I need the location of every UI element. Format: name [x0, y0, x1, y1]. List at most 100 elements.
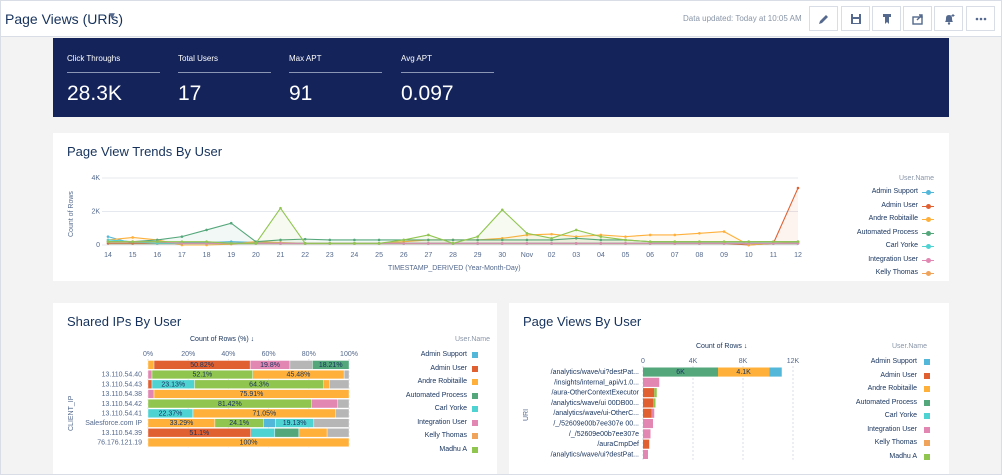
trend-point[interactable]	[131, 236, 134, 239]
kpi-value-avg-apt[interactable]: 0.097	[401, 82, 454, 105]
trend-point[interactable]	[451, 242, 455, 245]
trend-point[interactable]	[722, 240, 726, 243]
trend-point[interactable]	[106, 240, 110, 243]
notification-button[interactable]	[934, 6, 963, 31]
shared-ips-chart[interactable]: CLIENT_IP 0% 20% 40% 60% 80% 100% 13.110.54.40…	[53, 303, 363, 475]
trend-point[interactable]	[427, 242, 430, 245]
page-views-bar-segment[interactable]	[654, 388, 657, 398]
shared-ips-bar-segment[interactable]	[323, 379, 330, 389]
trend-point[interactable]	[427, 233, 430, 237]
trend-point[interactable]	[673, 240, 677, 243]
trend-point[interactable]	[328, 242, 332, 245]
trend-point[interactable]	[624, 235, 627, 238]
shared-ips-legend-item[interactable]: Admin Support	[420, 351, 467, 358]
trend-point[interactable]	[574, 228, 578, 232]
page-views-bar-segment[interactable]	[643, 449, 648, 459]
page-views-bar-segment[interactable]	[643, 398, 653, 408]
trend-point[interactable]	[500, 242, 504, 245]
shared-ips-bar-segment[interactable]	[329, 379, 350, 389]
trend-legend-item[interactable]: Admin User	[881, 201, 918, 209]
shared-ips-bar-segment[interactable]	[326, 428, 350, 438]
trend-point[interactable]	[205, 240, 208, 243]
trend-point[interactable]	[599, 238, 603, 242]
page-views-legend-item[interactable]: Automated Process	[855, 398, 917, 406]
kpi-value-total-users[interactable]: 17	[178, 82, 202, 105]
page-views-bar-segment[interactable]	[769, 367, 782, 377]
shared-ips-bar-segment[interactable]	[250, 428, 276, 438]
shared-ips-legend-item[interactable]: Admin User	[430, 364, 467, 372]
trend-point[interactable]	[353, 238, 356, 242]
trend-point[interactable]	[476, 238, 479, 242]
shared-ips-legend-item[interactable]: Madhu A	[439, 445, 467, 453]
trend-point[interactable]	[599, 235, 603, 238]
trend-point[interactable]	[747, 240, 751, 243]
trend-point[interactable]	[254, 242, 258, 245]
page-views-bar-segment[interactable]	[643, 419, 653, 429]
shared-ips-bar-segment[interactable]	[147, 437, 350, 448]
trend-point[interactable]	[377, 242, 381, 245]
more-actions-button[interactable]	[966, 6, 995, 31]
trend-point[interactable]	[180, 235, 184, 238]
page-views-legend-item[interactable]: Andre Robitaille	[867, 385, 917, 392]
save-button[interactable]	[841, 6, 870, 31]
shared-ips-legend-item[interactable]: Integration User	[417, 418, 467, 426]
page-views-legend-item[interactable]: Admin User	[880, 371, 917, 379]
page-views-chart[interactable]: URI 0 4K 8K 12K/analytics/wave/ui?destPat..…	[509, 303, 809, 475]
trend-point[interactable]	[648, 233, 652, 237]
trend-point[interactable]	[155, 240, 159, 243]
trend-legend-item[interactable]: Andre Robitaille	[868, 215, 918, 222]
trend-point[interactable]	[476, 242, 479, 245]
trend-point[interactable]	[500, 238, 504, 242]
bookmark-button[interactable]	[872, 6, 901, 31]
page-views-bar-segment[interactable]	[653, 398, 656, 408]
trend-point[interactable]	[131, 240, 134, 243]
kpi-value-max-apt[interactable]: 91	[289, 82, 313, 105]
page-views-legend-item[interactable]: Admin Support	[870, 358, 917, 365]
trend-point[interactable]	[303, 237, 307, 241]
trend-point[interactable]	[229, 242, 233, 245]
trend-point[interactable]	[303, 242, 307, 245]
trend-point[interactable]	[451, 238, 455, 242]
trend-point[interactable]	[279, 206, 282, 210]
trend-point[interactable]	[279, 238, 282, 242]
trend-point[interactable]	[525, 242, 529, 245]
page-views-bar-segment[interactable]	[643, 439, 650, 449]
trend-point[interactable]	[550, 232, 553, 236]
shared-ips-bar-segment[interactable]	[147, 389, 155, 399]
shared-ips-bar-segment[interactable]	[312, 360, 350, 370]
shared-ips-bar-segment[interactable]	[343, 369, 350, 380]
trend-point[interactable]	[402, 242, 406, 245]
kpi-value-click-throughs[interactable]: 28.3K	[67, 82, 122, 105]
trend-point[interactable]	[698, 231, 701, 235]
trend-legend-item[interactable]: Admin Support	[871, 188, 918, 195]
trend-point[interactable]	[673, 233, 677, 237]
page-views-bar-segment[interactable]	[643, 377, 660, 387]
page-views-bar-segment[interactable]	[643, 388, 655, 398]
trend-legend-item[interactable]: Integration User	[868, 255, 918, 263]
shared-ips-bar-segment[interactable]	[153, 389, 350, 399]
page-views-legend-item[interactable]: Madhu A	[889, 452, 917, 460]
trend-legend-item[interactable]: Automated Process	[856, 228, 918, 236]
page-views-legend-item[interactable]: Kelly Thomas	[874, 439, 917, 446]
trend-point[interactable]	[599, 242, 603, 245]
trend-point[interactable]	[500, 208, 504, 212]
trend-point[interactable]	[353, 242, 356, 245]
trend-legend-item[interactable]: Carl Yorke	[885, 242, 918, 249]
trend-point[interactable]	[550, 237, 553, 240]
shared-ips-legend-item[interactable]: Carl Yorke	[434, 405, 467, 412]
page-views-legend-item[interactable]: Integration User	[867, 425, 917, 433]
shared-ips-bar-segment[interactable]	[274, 428, 300, 438]
shared-ips-bar-segment[interactable]	[313, 418, 350, 428]
shared-ips-legend-item[interactable]: Kelly Thomas	[424, 432, 467, 439]
trend-point[interactable]	[624, 242, 627, 245]
shared-ips-bar-segment[interactable]	[147, 360, 155, 370]
shared-ips-bar-segment[interactable]	[147, 369, 153, 380]
page-views-bar-segment[interactable]	[643, 367, 718, 377]
trend-point[interactable]	[328, 238, 332, 242]
shared-ips-legend-item[interactable]: Andre Robitaille	[417, 378, 467, 385]
shared-ips-bar-segment[interactable]	[335, 408, 350, 418]
trend-point[interactable]	[796, 240, 800, 243]
shared-ips-legend-item[interactable]: Automated Process	[405, 391, 467, 399]
edit-button[interactable]	[809, 6, 838, 31]
trend-point[interactable]	[377, 238, 381, 242]
